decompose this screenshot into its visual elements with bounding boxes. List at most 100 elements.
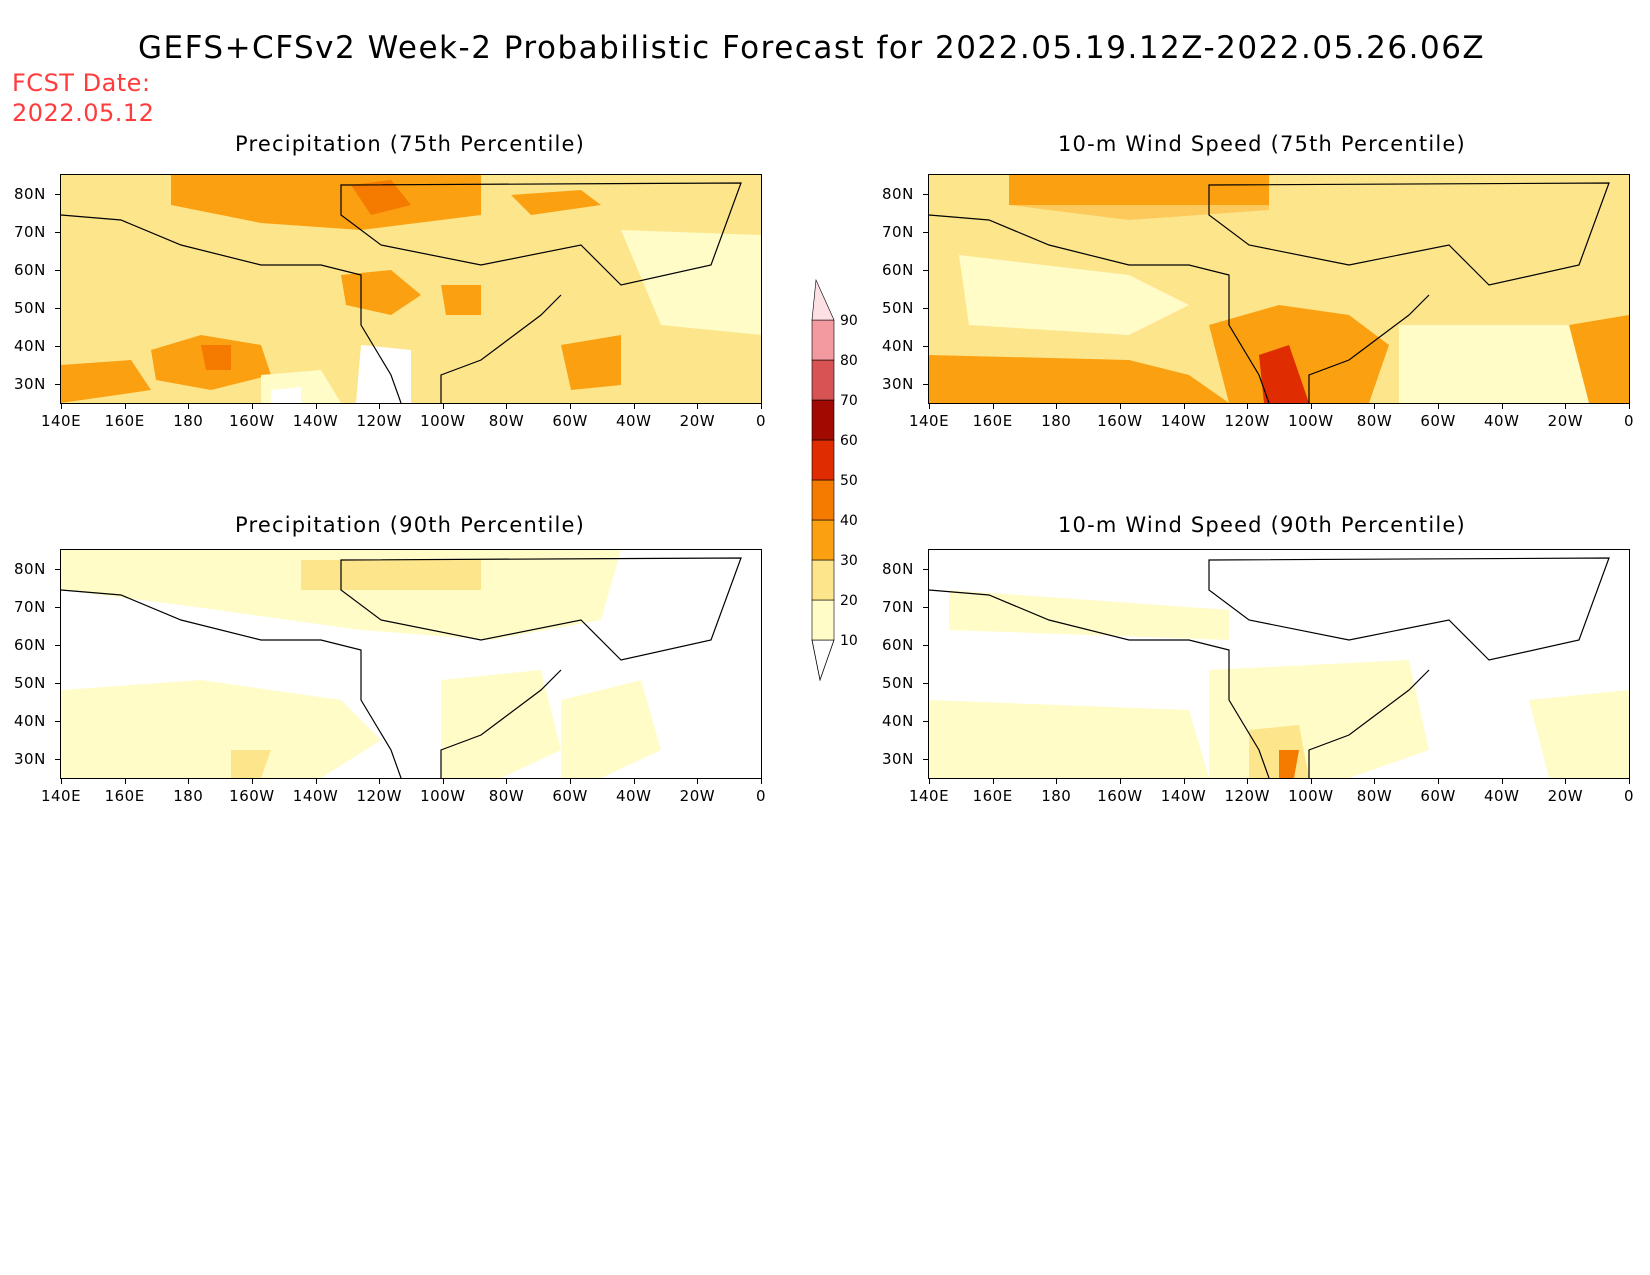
lon-tick: [1247, 779, 1249, 784]
lon-tick: [1056, 779, 1058, 784]
lon-tick: [124, 404, 126, 409]
lon-tick: [1501, 404, 1503, 409]
legend-level-label: 90: [840, 313, 858, 329]
lon-tick: [188, 779, 190, 784]
lon-label: 60W: [552, 412, 588, 430]
lon-label: 180: [1041, 412, 1072, 430]
lat-tick: [923, 308, 928, 309]
legend-level-label: 70: [840, 393, 858, 409]
lon-tick: [379, 404, 381, 409]
lat-label: 70N: [14, 598, 46, 616]
lat-label: 50N: [14, 674, 46, 692]
lat-tick: [55, 683, 60, 684]
lon-label: 60W: [1420, 412, 1456, 430]
lat-tick: [55, 759, 60, 760]
lon-label: 140E: [40, 412, 82, 430]
lat-label: 80N: [14, 560, 46, 578]
lat-label: 50N: [14, 299, 46, 317]
lon-tick: [697, 779, 699, 784]
map-wind-75: [928, 174, 1630, 404]
lon-label: 40W: [1484, 412, 1520, 430]
lon-tick: [929, 779, 930, 784]
lon-tick: [315, 779, 317, 784]
lon-tick: [1374, 404, 1376, 409]
lon-label: 60W: [552, 787, 588, 805]
lon-tick: [61, 779, 62, 784]
lon-label: 180: [173, 787, 204, 805]
lat-tick: [923, 569, 928, 570]
lat-tick: [923, 194, 928, 195]
lat-label: 40N: [14, 712, 46, 730]
lon-label: 120W: [356, 412, 402, 430]
lon-tick: [1247, 404, 1249, 409]
lon-tick: [1310, 779, 1312, 784]
lat-tick: [923, 721, 928, 722]
lon-tick: [1056, 404, 1058, 409]
lon-label: 0: [1623, 412, 1635, 430]
lon-label: 160E: [972, 787, 1013, 805]
lon-tick: [251, 779, 253, 784]
lon-label: 0: [1623, 787, 1635, 805]
lon-label: 40W: [616, 412, 652, 430]
lon-tick: [633, 779, 635, 784]
legend-level-label: 80: [840, 353, 858, 369]
lon-tick: [61, 404, 62, 409]
lon-tick: [506, 779, 508, 784]
lon-tick: [188, 404, 190, 409]
color-legend: 10 20 30 40 50 60 70 80 90: [811, 278, 858, 682]
lon-tick: [1183, 779, 1185, 784]
legend-upper-arrow: [811, 278, 835, 321]
lat-label: 50N: [882, 674, 914, 692]
legend-level-label: 50: [840, 473, 858, 489]
lon-label: 80W: [1356, 412, 1393, 430]
lon-label: 160W: [1097, 412, 1143, 430]
lon-label: 160W: [1097, 787, 1143, 805]
forecast-date-label: FCST Date:: [12, 69, 151, 97]
legend-swatch: [811, 359, 835, 401]
lat-label: 70N: [882, 223, 914, 241]
lat-label: 60N: [14, 636, 46, 654]
legend-lower-arrow: [811, 639, 835, 682]
lat-label: 30N: [882, 750, 914, 768]
legend-level-label: 30: [840, 553, 858, 569]
lon-label: 140E: [908, 787, 950, 805]
lon-tick: [506, 404, 508, 409]
lon-tick: [1374, 779, 1376, 784]
lon-label: 160E: [104, 412, 145, 430]
panel-title-wind-90: 10-m Wind Speed (90th Percentile): [1058, 513, 1466, 537]
lon-label: 180: [173, 412, 204, 430]
lon-label: 140E: [908, 412, 950, 430]
lon-label: 160E: [972, 412, 1013, 430]
lon-label: 140W: [292, 412, 339, 430]
precip-75-shading: [61, 175, 761, 403]
map-wind-90: [928, 549, 1630, 779]
legend-level-label: 60: [840, 433, 858, 449]
lon-label: 140E: [40, 787, 82, 805]
lat-label: 80N: [14, 185, 46, 203]
lon-label: 20W: [679, 412, 716, 430]
lon-label: 80W: [1356, 787, 1393, 805]
lat-tick: [923, 346, 928, 347]
forecast-date-block: FCST Date: 2022.05.12: [12, 68, 154, 128]
lat-tick: [55, 346, 60, 347]
lon-label: 120W: [1224, 787, 1270, 805]
lat-tick: [55, 270, 60, 271]
lon-tick: [124, 779, 126, 784]
legend-swatch: [811, 479, 835, 521]
legend-level-label: 40: [840, 513, 858, 529]
lat-label: 80N: [882, 560, 914, 578]
lat-label: 50N: [882, 299, 914, 317]
map-precip-75: [60, 174, 762, 404]
lat-tick: [55, 645, 60, 646]
main-title: GEFS+CFSv2 Week-2 Probabilistic Forecast…: [138, 30, 1486, 66]
lon-tick: [761, 779, 762, 784]
lon-label: 160W: [229, 787, 275, 805]
lat-tick: [55, 569, 60, 570]
lon-tick: [697, 404, 699, 409]
lon-tick: [379, 779, 381, 784]
lat-tick: [55, 194, 60, 195]
lon-label: 80W: [488, 412, 525, 430]
legend-level-label: 20: [840, 593, 858, 609]
lon-tick: [251, 404, 253, 409]
lon-tick: [761, 404, 762, 409]
